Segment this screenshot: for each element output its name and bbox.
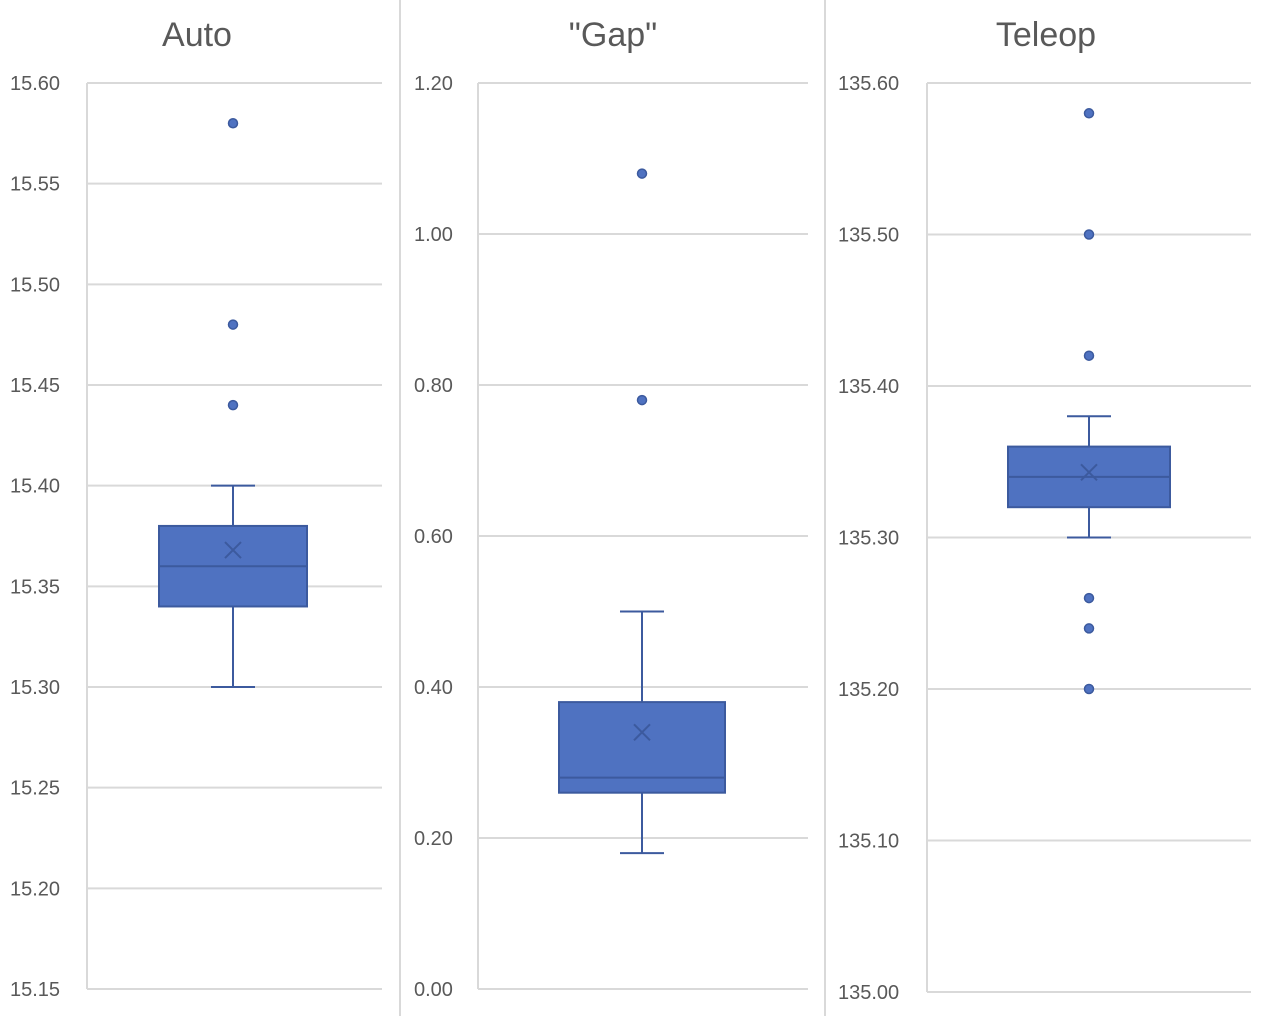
outlier-point — [1083, 108, 1095, 119]
y-tick-label: 135.50 — [838, 225, 899, 247]
panel-auto: Auto 15.60 15.55 15.50 15.45 15.40 15.35 15.30… — [10, 16, 382, 1001]
outlier-point — [227, 118, 239, 129]
y-tick-label: 1.00 — [414, 224, 453, 246]
y-tick-label: 0.00 — [414, 979, 453, 1001]
panel-teleop: Teleop 135.60 135.50 135.40 135.30 135.20 135… — [838, 16, 1251, 1004]
y-tick-label: 135.40 — [838, 376, 899, 398]
y-tick-label: 15.50 — [10, 274, 60, 296]
mean-marker — [633, 723, 651, 742]
y-tick-label: 1.20 — [414, 73, 453, 95]
outlier-point — [636, 168, 648, 179]
outlier-point — [636, 394, 648, 406]
outlier-point — [227, 319, 239, 330]
y-tick-label: 0.60 — [414, 526, 453, 548]
y-tick-label: 15.30 — [10, 677, 60, 699]
y-tick-label: 15.40 — [10, 476, 60, 498]
panel-gap: "Gap" 1.20 1.00 0.80 0.60 0.40 0.20 0.00 — [414, 16, 808, 1001]
outlier-point — [227, 399, 239, 411]
y-tick-label: 135.20 — [838, 679, 899, 701]
outlier-point — [1083, 350, 1095, 361]
y-tick-label: 0.20 — [414, 828, 453, 850]
y-tick-label: 0.80 — [414, 375, 453, 397]
mean-marker — [224, 541, 242, 559]
outlier-point — [1083, 229, 1095, 240]
chart-title: Auto — [162, 16, 232, 54]
outlier-point — [1083, 623, 1095, 634]
mean-marker — [1080, 463, 1098, 482]
y-tick-label: 15.60 — [10, 73, 60, 95]
y-tick-label: 15.55 — [10, 174, 60, 196]
chart-title: Teleop — [996, 16, 1096, 54]
y-tick-label: 15.15 — [10, 979, 60, 1001]
y-tick-label: 135.60 — [838, 73, 899, 95]
y-tick-label: 135.00 — [838, 982, 899, 1004]
y-tick-label: 15.25 — [10, 778, 60, 800]
chart-title: "Gap" — [569, 16, 657, 54]
outlier-point — [1083, 683, 1095, 695]
y-tick-label: 135.30 — [838, 528, 899, 550]
y-tick-label: 15.45 — [10, 375, 60, 397]
y-tick-label: 15.20 — [10, 878, 60, 900]
outlier-point — [1083, 592, 1095, 604]
y-tick-label: 15.35 — [10, 576, 60, 598]
y-tick-label: 135.10 — [838, 831, 899, 853]
box-iqr — [558, 701, 726, 794]
y-tick-label: 0.40 — [414, 677, 453, 699]
